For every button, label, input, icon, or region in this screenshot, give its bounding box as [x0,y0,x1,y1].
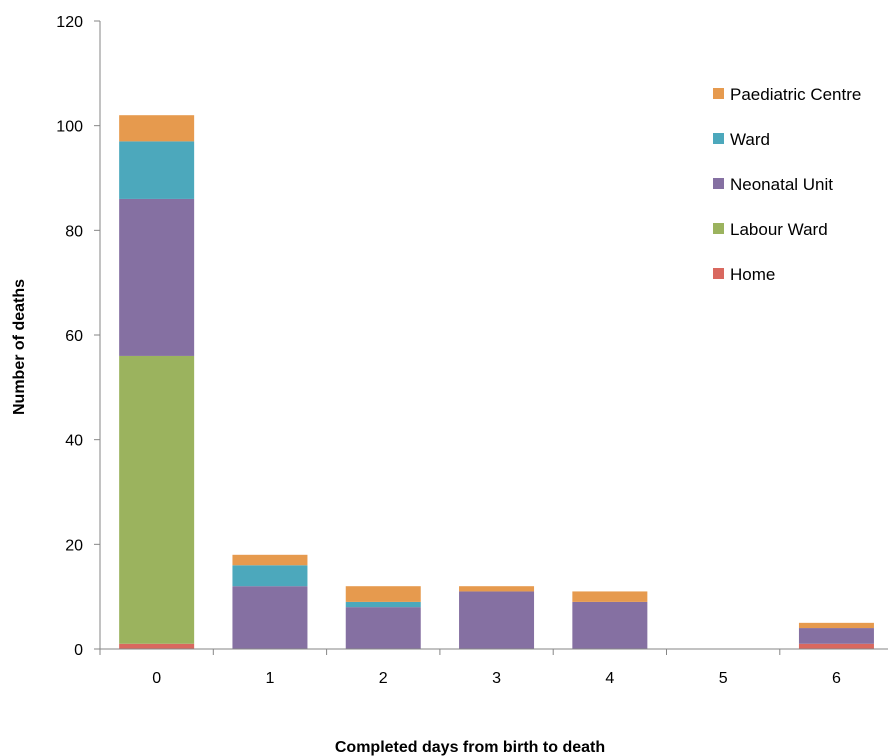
bar-segment-neonatal-unit [459,591,535,649]
y-tick-label: 0 [74,642,83,659]
y-tick-label: 60 [65,328,83,345]
legend-label-ward: Ward [730,130,770,149]
bar-segment-ward [345,601,421,608]
bar-segment-neonatal-unit [232,586,308,649]
legend-label-labour-ward: Labour Ward [730,220,828,239]
bar-segment-neonatal-unit [119,198,195,356]
legend-label-neonatal-unit: Neonatal Unit [730,175,833,194]
x-axis-ticks: 0 1 2 3 4 5 6 [99,649,841,687]
legend-swatch-home [713,268,724,279]
legend-swatch-paediatric-centre [713,88,724,99]
bar-segment-paediatric-centre [232,554,308,566]
legend-swatch-ward [713,133,724,144]
bar-segment-neonatal-unit [345,607,421,649]
bar-segment-neonatal-unit [572,601,648,649]
y-tick-label: 120 [56,14,83,31]
y-axis-ticks: 0 20 40 60 80 100 120 [56,14,100,659]
bar-segment-neonatal-unit [798,628,874,644]
legend-label-paediatric-centre: Paediatric Centre [730,85,861,104]
bar-segment-paediatric-centre [572,591,648,602]
bar-segment-home [798,643,874,649]
y-axis-title: Number of deaths [11,279,28,415]
legend-label-home: Home [730,265,775,284]
x-tick-label: 1 [265,670,274,687]
y-tick-label: 20 [65,537,83,554]
x-tick-label: 2 [379,670,388,687]
x-tick-label: 0 [152,670,161,687]
y-tick-label: 80 [65,223,83,240]
legend: Paediatric Centre Ward Neonatal Unit Labour… [713,85,861,284]
bars-layer [119,115,874,649]
bar-segment-paediatric-centre [345,586,421,602]
axes-layer [99,21,888,650]
x-tick-label: 4 [605,670,614,687]
bar-segment-home [119,643,195,649]
x-tick-label: 3 [492,670,501,687]
bar-segment-ward [232,565,308,587]
bar-segment-paediatric-centre [798,622,874,629]
bar-segment-paediatric-centre [459,586,535,592]
bar-segment-paediatric-centre [119,115,195,142]
x-axis-title: Completed days from birth to death [335,739,605,756]
bar-segment-ward [119,141,195,199]
x-tick-label: 6 [832,670,841,687]
bar-segment-labour-ward [119,355,195,644]
legend-swatch-labour-ward [713,223,724,234]
x-tick-label: 5 [719,670,728,687]
y-tick-label: 100 [56,119,83,136]
y-tick-label: 40 [65,433,83,450]
legend-swatch-neonatal-unit [713,178,724,189]
